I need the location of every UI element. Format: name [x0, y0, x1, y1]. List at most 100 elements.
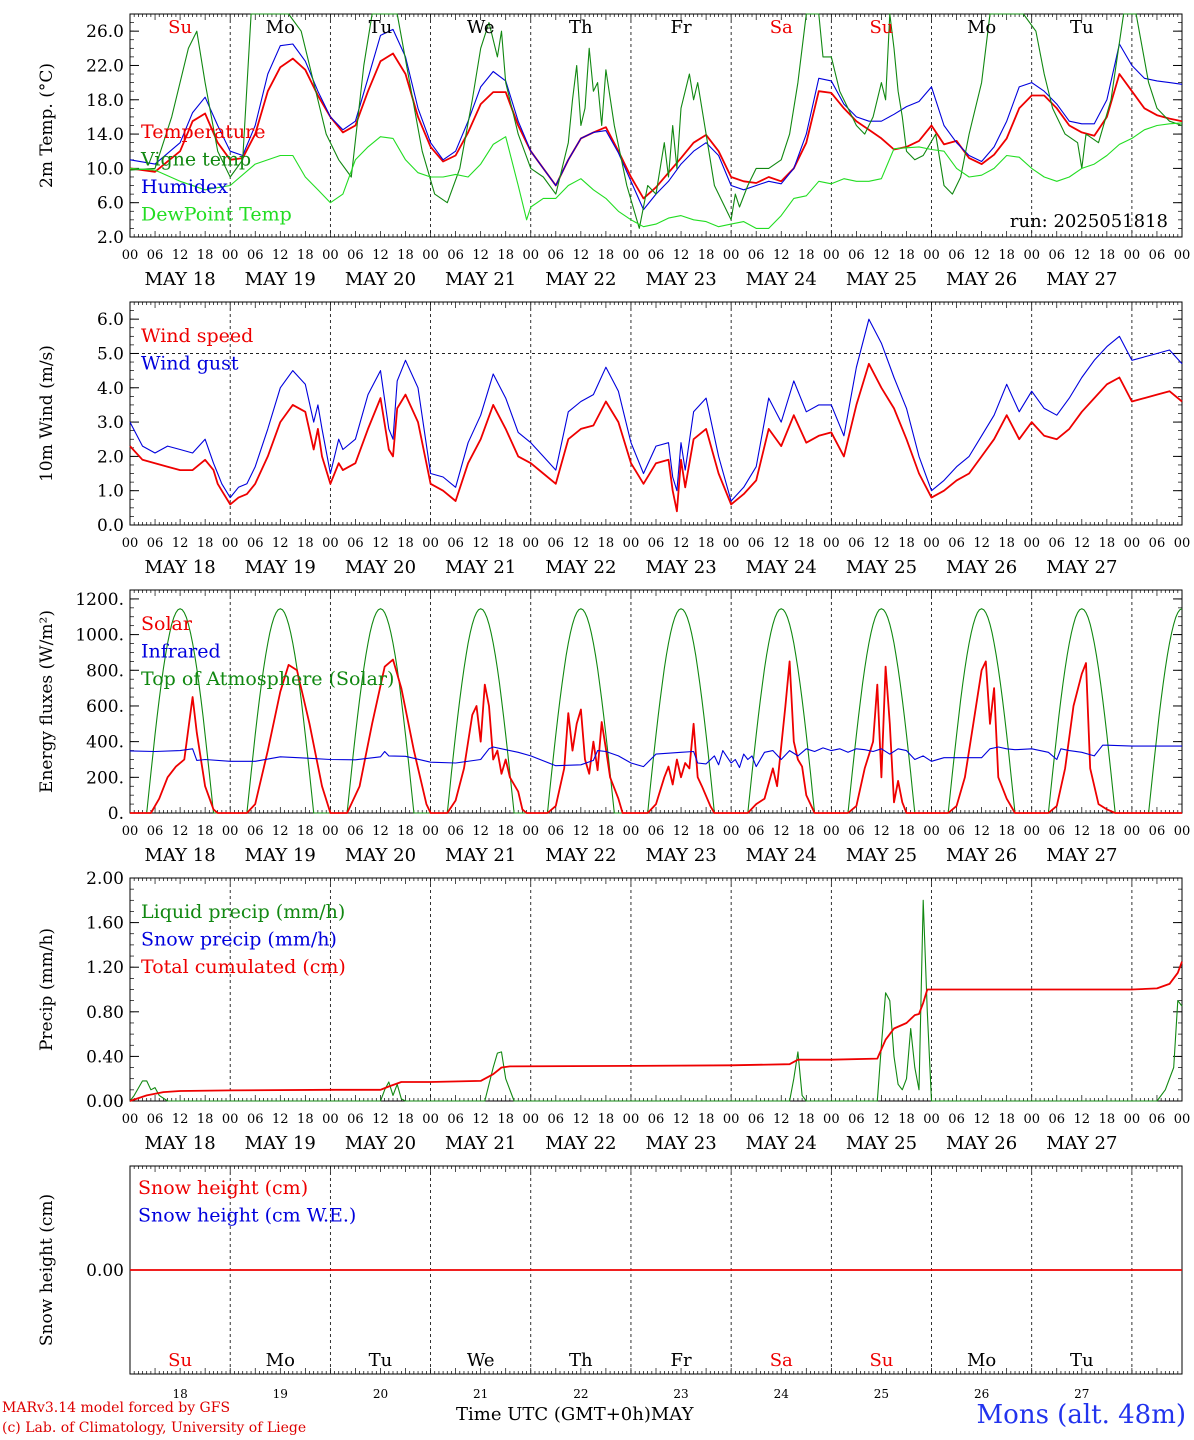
date-label: MAY 27	[1046, 845, 1117, 866]
legend-entry: Snow height (cm W.E.)	[138, 1205, 356, 1227]
panel-temperature: 2.0 6.0 10.0 14.0 18.0 22.0 26.0 2m Temp. (°C) T…	[37, 13, 1191, 290]
weekday-label: Mo	[967, 1350, 996, 1371]
date-label: MAY 22	[545, 269, 616, 290]
weekday-label: Su	[168, 17, 192, 38]
hour-tick-label: 18	[798, 536, 815, 551]
hour-tick-label: 12	[573, 824, 590, 839]
day-number-label: 19	[273, 1387, 288, 1401]
hour-tick-label: 00	[1174, 248, 1191, 263]
hour-tick-label: 18	[898, 824, 915, 839]
hour-tick-label: 12	[1074, 824, 1091, 839]
day-number-label: 18	[172, 1387, 187, 1401]
hour-tick-label: 00	[1023, 824, 1040, 839]
date-label: MAY 24	[746, 1133, 817, 1154]
legend-entry: Top of Atmosphere (Solar)	[141, 668, 394, 690]
y-tick-label: 200.	[86, 768, 124, 788]
hour-tick-label: 06	[1149, 824, 1166, 839]
y-tick-label: 26.0	[86, 22, 124, 42]
hour-tick-label: 06	[1048, 248, 1065, 263]
hour-tick-label: 06	[748, 536, 765, 551]
hour-tick-label: 00	[1174, 536, 1191, 551]
date-label: MAY 19	[245, 269, 316, 290]
date-label: MAY 27	[1046, 1133, 1117, 1154]
hour-tick-label: 00	[522, 824, 539, 839]
day-number-label: 20	[373, 1387, 388, 1401]
hour-tick-label: 06	[447, 536, 464, 551]
hour-tick-label: 06	[848, 824, 865, 839]
hour-tick-label: 06	[347, 824, 364, 839]
y-tick-label: 0.00	[86, 1261, 124, 1281]
date-label: MAY 20	[345, 845, 416, 866]
hour-tick-label: 06	[948, 536, 965, 551]
hour-tick-label: 12	[573, 248, 590, 263]
hour-tick-label: 18	[598, 536, 615, 551]
hour-tick-label: 18	[698, 536, 715, 551]
legend-entry: Snow precip (mm/h)	[141, 929, 337, 951]
y-tick-label: 1000.	[75, 626, 124, 646]
weekday-label: Th	[569, 1350, 593, 1371]
hour-tick-label: 00	[823, 824, 840, 839]
hour-tick-label: 12	[172, 824, 189, 839]
hour-tick-label: 18	[497, 536, 514, 551]
hour-tick-label: 18	[497, 248, 514, 263]
weekday-label: Tu	[369, 17, 393, 38]
day-number-label: 21	[473, 1387, 488, 1401]
day-number-label: 25	[874, 1387, 889, 1401]
hour-tick-label: 18	[998, 536, 1015, 551]
hour-tick-label: 18	[998, 1112, 1015, 1127]
weekday-label: Tu	[369, 1350, 393, 1371]
hour-tick-label: 06	[1048, 536, 1065, 551]
date-label: MAY 25	[846, 269, 917, 290]
hour-tick-label: 00	[422, 1112, 439, 1127]
hour-tick-label: 06	[147, 824, 164, 839]
hour-tick-label: 06	[147, 1112, 164, 1127]
date-label: MAY 24	[746, 557, 817, 578]
hour-tick-label: 00	[422, 536, 439, 551]
hour-tick-label: 06	[447, 1112, 464, 1127]
date-label: MAY 26	[946, 1133, 1017, 1154]
hour-tick-label: 06	[548, 1112, 565, 1127]
day-number-label: 27	[1074, 1387, 1089, 1401]
hour-tick-label: 18	[297, 824, 314, 839]
day-number-label: 22	[573, 1387, 588, 1401]
hour-tick-label: 12	[973, 824, 990, 839]
y-tick-label: 600.	[86, 697, 124, 717]
y-tick-label: 22.0	[86, 56, 124, 76]
hour-tick-label: 00	[522, 536, 539, 551]
hour-tick-label: 18	[497, 824, 514, 839]
legend-entry: Snow height (cm)	[138, 1177, 308, 1199]
hour-tick-label: 12	[1074, 536, 1091, 551]
y-tick-label: 0.40	[86, 1047, 124, 1067]
series-wind-gust	[129, 318, 1183, 502]
weekday-label: Fr	[671, 17, 692, 38]
hour-tick-label: 06	[748, 248, 765, 263]
date-label: MAY 18	[144, 557, 215, 578]
hour-tick-label: 18	[297, 248, 314, 263]
y-tick-label: 1.20	[86, 958, 124, 978]
hour-tick-label: 12	[272, 1112, 289, 1127]
hour-tick-label: 06	[748, 824, 765, 839]
hour-tick-label: 12	[472, 824, 489, 839]
date-label: MAY 21	[445, 845, 516, 866]
date-label: MAY 21	[445, 557, 516, 578]
hour-tick-label: 06	[548, 248, 565, 263]
hour-tick-label: 12	[973, 536, 990, 551]
hour-tick-label: 00	[1023, 248, 1040, 263]
series-wind-speed	[129, 362, 1183, 513]
date-label: MAY 18	[144, 269, 215, 290]
y-tick-label: 2.00	[86, 869, 124, 889]
date-label: MAY 25	[846, 557, 917, 578]
hour-tick-label: 06	[247, 536, 264, 551]
hour-tick-label: 00	[122, 824, 139, 839]
hour-tick-label: 06	[548, 824, 565, 839]
hour-tick-label: 12	[372, 1112, 389, 1127]
legend-entry: Vigne temp	[140, 149, 251, 171]
model-credit: MARv3.14 model forced by GFS	[2, 1400, 231, 1416]
hour-tick-label: 12	[472, 1112, 489, 1127]
hour-tick-label: 00	[823, 1112, 840, 1127]
hour-tick-label: 18	[598, 824, 615, 839]
hour-tick-label: 12	[272, 536, 289, 551]
date-label: MAY 24	[746, 845, 817, 866]
hour-tick-label: 00	[723, 824, 740, 839]
hour-tick-label: 18	[898, 536, 915, 551]
